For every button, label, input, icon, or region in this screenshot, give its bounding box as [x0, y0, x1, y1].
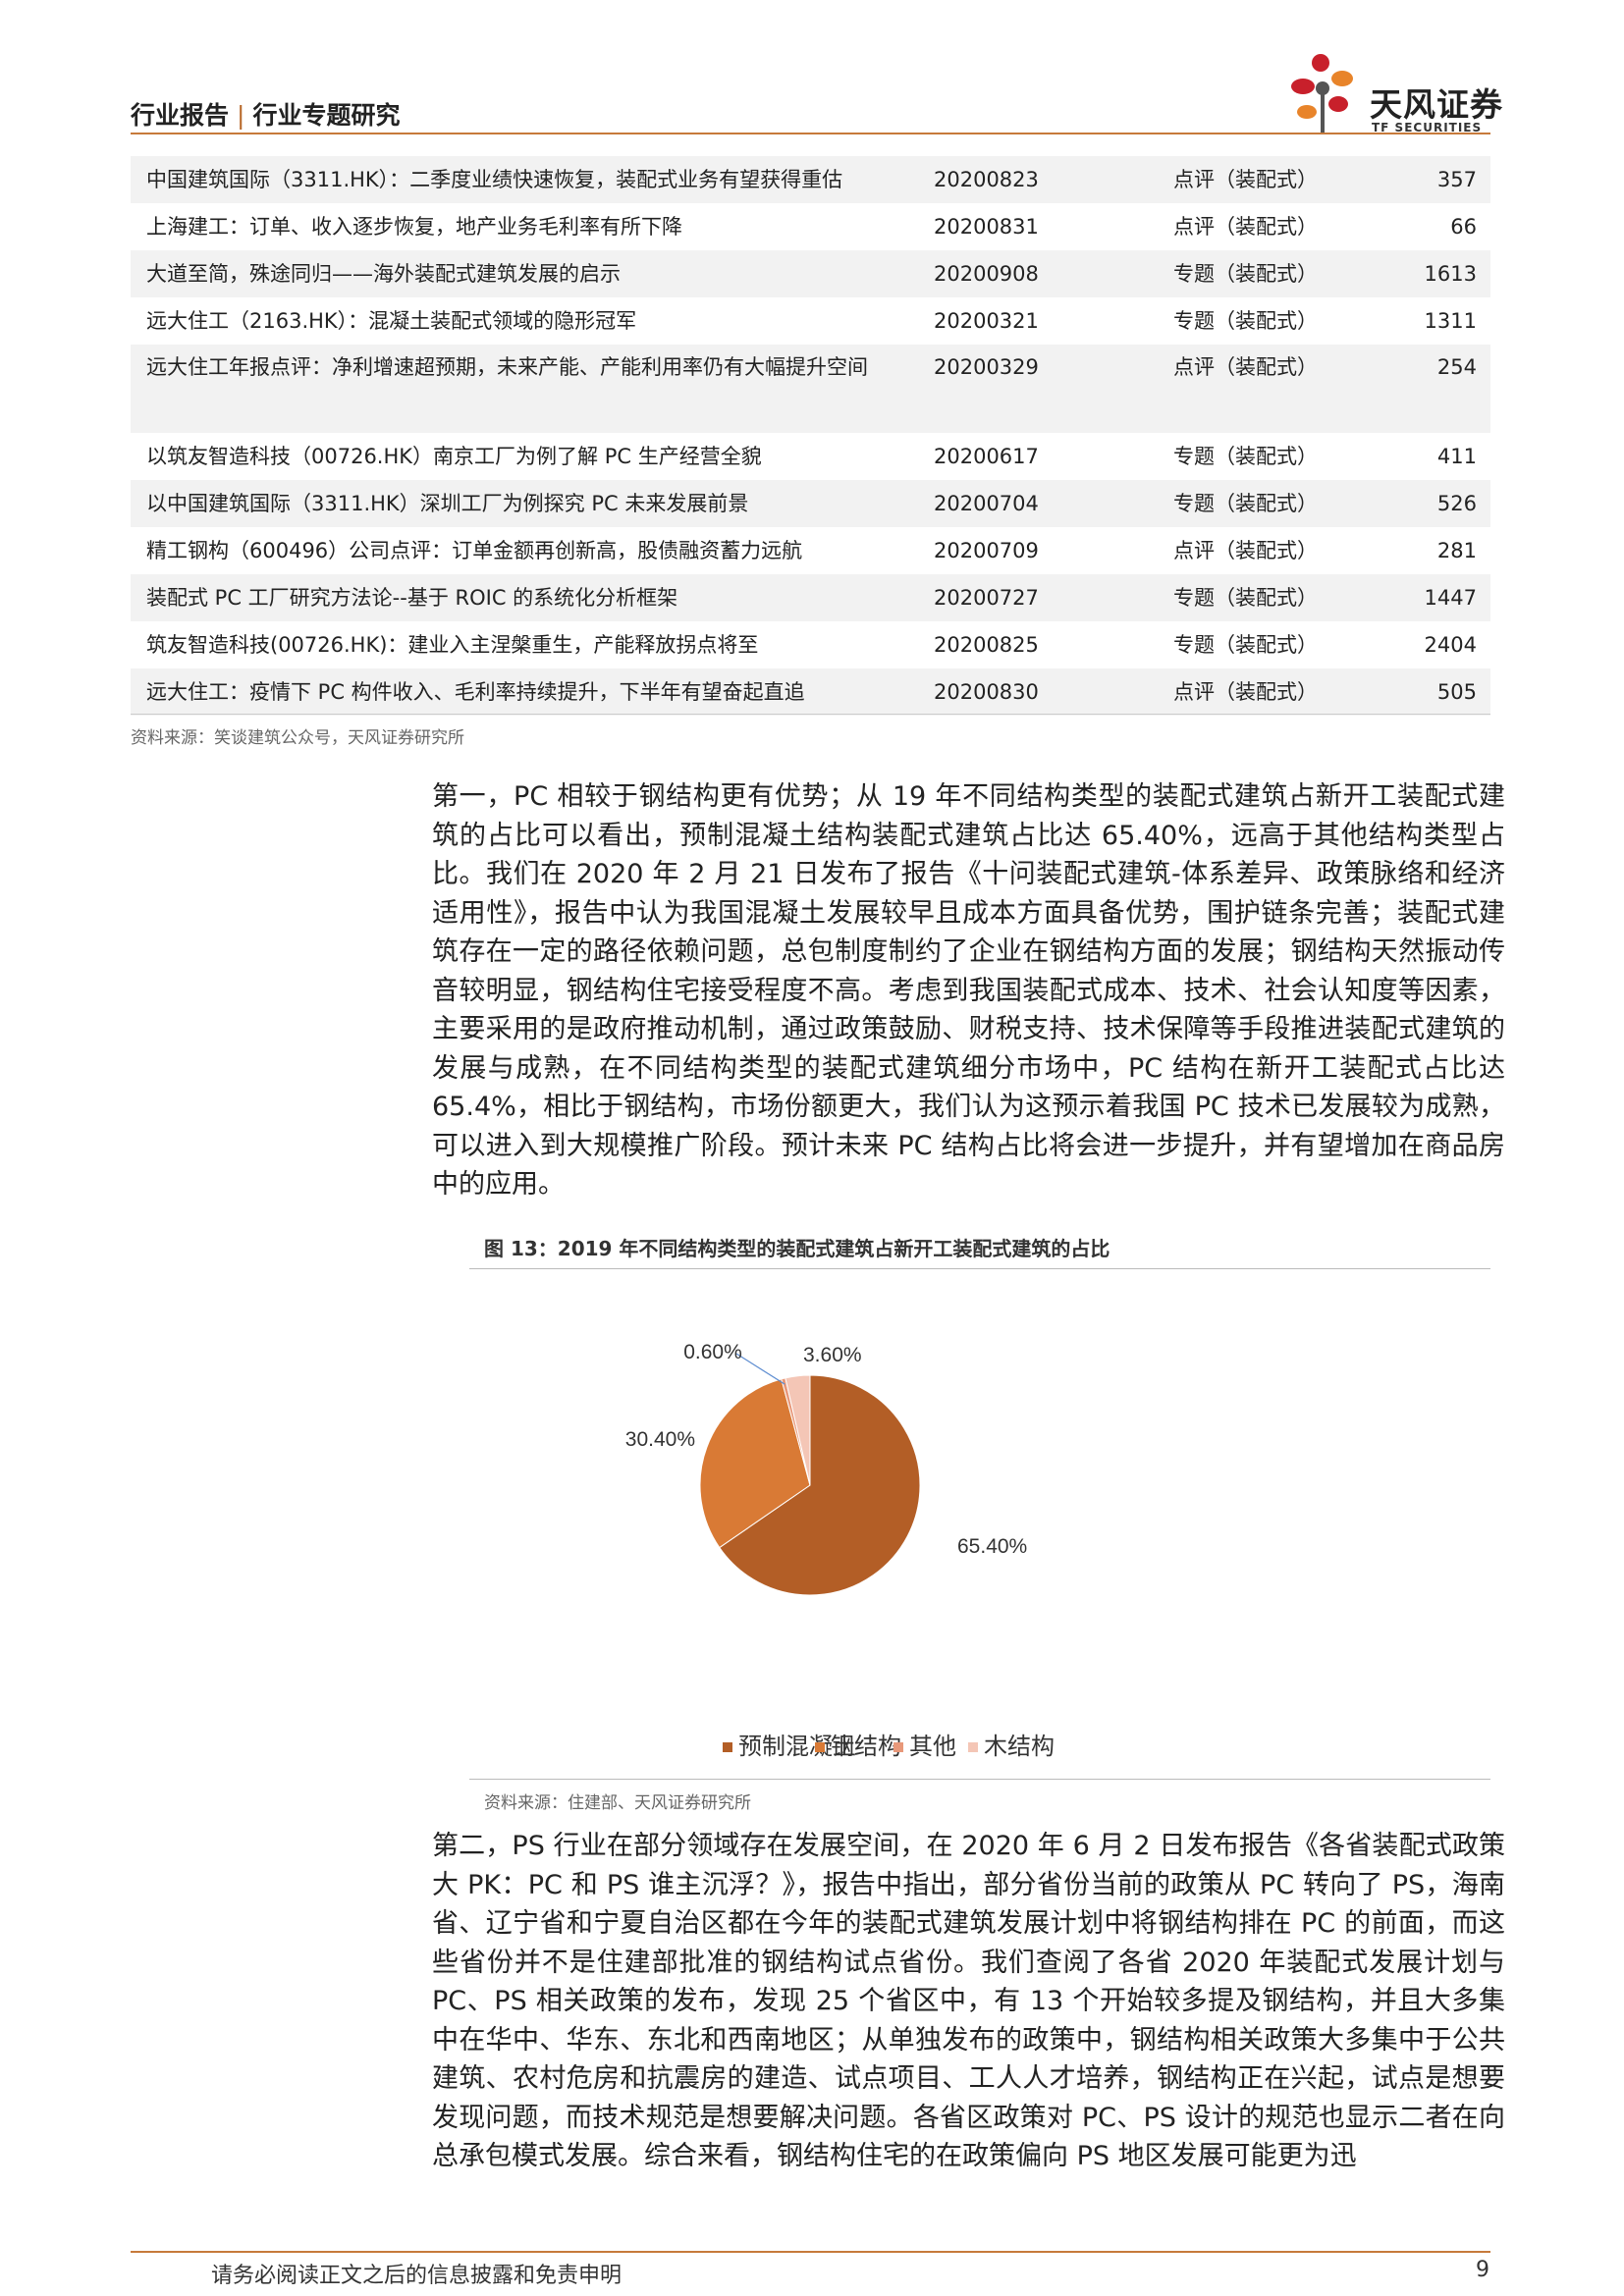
- report-date-cell: 20200727: [918, 574, 1146, 621]
- pie-label-steel-structure: 30.40%: [625, 1428, 695, 1451]
- page-header: 行业报告 | 行业专题研究: [131, 96, 400, 132]
- report-date-cell: 20200329: [918, 345, 1146, 433]
- report-title-cell: 中国建筑国际（3311.HK）：二季度业绩快速恢复，装配式业务有望获得重估: [131, 156, 918, 203]
- body-paragraph-1: 第一，PC 相较于钢结构更有优势；从 19 年不同结构类型的装配式建筑占新开工装…: [432, 781, 1505, 1200]
- report-title-cell: 上海建工：订单、收入逐步恢复，地产业务毛利率有所下降: [146, 215, 682, 239]
- figure-bottom-rule: [469, 1779, 1490, 1780]
- pie-label-other: 0.60%: [683, 1341, 742, 1363]
- legend-label-timber-structure: 木结构: [984, 1733, 1055, 1760]
- table-row: 远大住工（2163.HK）：混凝土装配式领域的隐形冠军 20200321 专题（装配…: [131, 297, 1490, 345]
- legend-swatch-other: [893, 1742, 903, 1752]
- pie-slice-precast-concrete: [719, 1374, 921, 1596]
- brand-flower-icon: [1291, 54, 1353, 133]
- footer-disclaimer: 请务必阅读正文之后的信息披露和免责申明: [211, 2264, 623, 2288]
- table-bottom-rule: [131, 714, 1490, 715]
- report-date-cell: 20200709: [934, 539, 1039, 562]
- table-row: 以筑友智造科技（00726.HK）南京工厂为例了解 PC 生产经营全貌 20200…: [131, 433, 1490, 480]
- report-type-cell: 专题（装配式）: [1146, 574, 1405, 621]
- legend-swatch-precast-concrete: [723, 1742, 732, 1752]
- brand-name-en: TF SECURITIES: [1372, 121, 1483, 134]
- report-type-cell: 点评（装配式）: [1146, 345, 1405, 433]
- report-date-cell: 20200825: [934, 633, 1039, 657]
- report-title-cell: 以筑友智造科技（00726.HK）南京工厂为例了解 PC 生产经营全貌: [146, 445, 762, 468]
- report-date-cell: 20200617: [934, 445, 1039, 468]
- report-reads-cell: 357: [1405, 156, 1490, 203]
- header-subcategory: 行业专题研究: [252, 101, 401, 130]
- figure-source: 资料来源：住建部、天风证券研究所: [484, 1793, 751, 1813]
- header-category: 行业报告: [131, 101, 230, 130]
- report-reads-cell: 1613: [1405, 250, 1490, 297]
- report-type-cell: 专题（装配式）: [1146, 480, 1405, 527]
- table-row: 上海建工：订单、收入逐步恢复，地产业务毛利率有所下降 20200831 点评（装配式…: [131, 203, 1490, 250]
- brand-logo: 天风证券 TF SECURITIES: [1281, 49, 1517, 142]
- report-reads-cell: 1311: [1424, 309, 1477, 333]
- report-type-cell: 点评（装配式）: [1146, 668, 1405, 716]
- report-reads-cell: 505: [1405, 668, 1490, 716]
- pie-slice-steel-structure: [699, 1378, 811, 1549]
- footer-divider: [131, 2251, 1490, 2253]
- table-row: 以中国建筑国际（3311.HK）深圳工厂为例探究 PC 未来发展前景 202007…: [131, 480, 1490, 527]
- table-row: 筑友智造科技(00726.HK)：建业入主涅槃重生，产能释放拐点将至 202008…: [131, 621, 1490, 668]
- table-row: 大道至简，殊途同归——海外装配式建筑发展的启示 20200908 专题（装配式） 16…: [131, 250, 1490, 297]
- report-reads-cell: 2404: [1424, 633, 1477, 657]
- report-type-cell: 专题（装配式）: [1173, 633, 1318, 657]
- report-type-cell: 专题（装配式）: [1146, 250, 1405, 297]
- report-type-cell: 点评（装配式）: [1173, 539, 1318, 562]
- report-reads-cell: 1447: [1405, 574, 1490, 621]
- pie-slice-timber-structure: [785, 1374, 811, 1486]
- pie-label-precast-concrete: 65.40%: [957, 1535, 1027, 1558]
- report-reads-cell: 281: [1436, 539, 1477, 562]
- report-reads-cell: 526: [1405, 480, 1490, 527]
- report-title-cell: 精工钢构（600496）公司点评：订单金额再创新高，股债融资蓄力远航: [146, 539, 803, 562]
- table-source: 资料来源：笑谈建筑公众号，天风证券研究所: [131, 728, 464, 748]
- table-row: 远大住工年报点评：净利增速超预期，未来产能、产能利用率仍有大幅提升空间 20200…: [131, 345, 1490, 433]
- table-row: 中国建筑国际（3311.HK）：二季度业绩快速恢复，装配式业务有望获得重估 202…: [131, 156, 1490, 203]
- report-title-cell: 以中国建筑国际（3311.HK）深圳工厂为例探究 PC 未来发展前景: [131, 480, 918, 527]
- report-table: 中国建筑国际（3311.HK）：二季度业绩快速恢复，装配式业务有望获得重估 202…: [131, 156, 1490, 716]
- report-reads-cell: 66: [1450, 215, 1477, 239]
- legend-label-precast-concrete: 预制混凝土: [738, 1733, 856, 1760]
- legend-label-other: 其他: [909, 1733, 956, 1760]
- report-title-cell: 大道至简，殊途同归——海外装配式建筑发展的启示: [131, 250, 918, 297]
- header-separator: |: [237, 101, 245, 130]
- report-date-cell: 20200908: [918, 250, 1146, 297]
- legend-label-steel-structure: 钢结构: [831, 1733, 901, 1760]
- table-row: 精工钢构（600496）公司点评：订单金额再创新高，股债融资蓄力远航 202007…: [131, 527, 1490, 574]
- legend-swatch-timber-structure: [968, 1742, 978, 1752]
- report-date-cell: 20200321: [934, 309, 1039, 333]
- report-date-cell: 20200830: [918, 668, 1146, 716]
- report-title-cell: 远大住工年报点评：净利增速超预期，未来产能、产能利用率仍有大幅提升空间: [131, 345, 918, 433]
- table-row: 远大住工：疫情下 PC 构件收入、毛利率持续提升，下半年有望奋起直追 202008…: [131, 668, 1490, 716]
- report-reads-cell: 254: [1405, 345, 1490, 433]
- body-paragraph-2: 第二，PS 行业在部分领域存在发展空间，在 2020 年 6 月 2 日发布报告…: [432, 1831, 1505, 2171]
- header-divider: [131, 133, 1490, 134]
- report-date-cell: 20200831: [934, 215, 1039, 239]
- report-type-cell: 点评（装配式）: [1173, 215, 1318, 239]
- figure-title: 图 13：2019 年不同结构类型的装配式建筑占新开工装配式建筑的占比: [484, 1237, 1110, 1260]
- report-date-cell: 20200704: [918, 480, 1146, 527]
- report-title-cell: 筑友智造科技(00726.HK)：建业入主涅槃重生，产能释放拐点将至: [146, 633, 759, 657]
- report-date-cell: 20200823: [918, 156, 1146, 203]
- report-title-cell: 装配式 PC 工厂研究方法论--基于 ROIC 的系统化分析框架: [131, 574, 918, 621]
- table-row: 装配式 PC 工厂研究方法论--基于 ROIC 的系统化分析框架 20200727…: [131, 574, 1490, 621]
- report-title-cell: 远大住工（2163.HK）：混凝土装配式领域的隐形冠军: [146, 309, 637, 333]
- pie-label-timber-structure: 3.60%: [803, 1344, 862, 1366]
- pie-leader-line-other: [735, 1353, 785, 1385]
- legend-swatch-steel-structure: [815, 1742, 825, 1752]
- report-type-cell: 点评（装配式）: [1146, 156, 1405, 203]
- brand-name: 天风证券: [1370, 85, 1503, 124]
- report-title-cell: 远大住工：疫情下 PC 构件收入、毛利率持续提升，下半年有望奋起直追: [131, 668, 918, 716]
- page-number: 9: [1476, 2258, 1489, 2282]
- report-type-cell: 专题（装配式）: [1173, 445, 1318, 468]
- figure-top-rule: [469, 1268, 1490, 1269]
- report-reads-cell: 411: [1436, 445, 1477, 468]
- report-type-cell: 专题（装配式）: [1173, 309, 1318, 333]
